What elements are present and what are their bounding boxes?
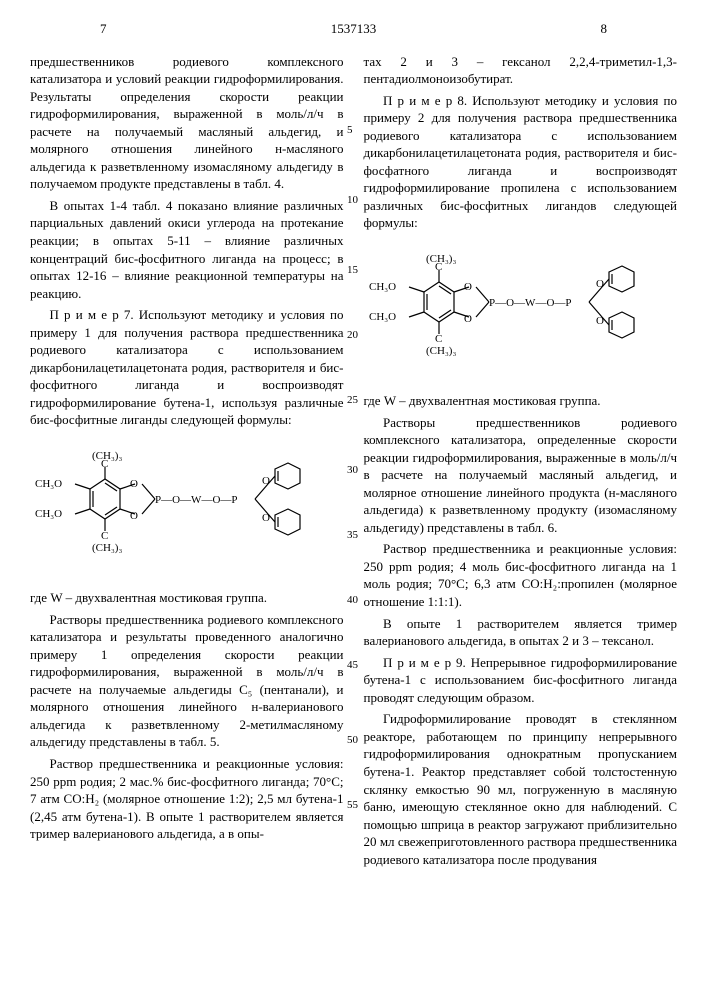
chemical-formula: (CH₃)₃ C CH₃O CH₃O C (CH₃)₃ O O P—O—W—O—…: [364, 242, 678, 382]
svg-text:C: C: [435, 261, 442, 273]
paragraph: тах 2 и 3 – гексанол 2,2,4-триметил-1,3-…: [364, 53, 678, 88]
page-num-right: 8: [601, 20, 608, 38]
line-number: 40: [347, 593, 358, 608]
paragraph: Гидроформилирование проводят в стеклянно…: [364, 710, 678, 868]
chemical-formula: (CH₃)₃ C CH₃O CH₃O C (CH₃)₃ O O P—O—W—O—…: [30, 439, 344, 579]
paragraph: предшественников родиевого комплексного …: [30, 53, 344, 193]
body-container: 5 10 15 20 25 30 35 40 45 50 55 предшест…: [30, 53, 677, 873]
svg-text:CH₃O: CH₃O: [369, 281, 396, 293]
svg-text:C: C: [435, 333, 442, 345]
paragraph: Раствор предшественника и реакционные ус…: [30, 755, 344, 843]
svg-text:(CH₃)₃: (CH₃)₃: [426, 345, 456, 357]
svg-text:O: O: [262, 512, 270, 524]
left-column: предшественников родиевого комплексного …: [30, 53, 344, 873]
line-number: 45: [347, 658, 358, 673]
svg-text:O: O: [464, 313, 472, 325]
line-number: 35: [347, 528, 358, 543]
formula-label: CH₃O: [35, 508, 62, 520]
paragraph: Раствор предшественника и реакционные ус…: [364, 540, 678, 610]
paragraph-example: П р и м е р 9. Непрерывное гидроформилир…: [364, 654, 678, 707]
svg-text:O: O: [464, 281, 472, 293]
right-column: тах 2 и 3 – гексанол 2,2,4-триметил-1,3-…: [364, 53, 678, 873]
svg-text:O: O: [262, 475, 270, 487]
line-number: 55: [347, 798, 358, 813]
line-number: 30: [347, 463, 358, 478]
formula-label: CH₃O: [35, 478, 62, 490]
formula-label: (CH₃)₃: [92, 542, 122, 554]
svg-text:O: O: [130, 478, 138, 490]
formula-caption: где W – двухвалентная мостиковая группа.: [30, 589, 344, 607]
paragraph: В опытах 1-4 табл. 4 показано влияние ра…: [30, 197, 344, 302]
paragraph-example: П р и м е р 8. Используют методику и усл…: [364, 92, 678, 232]
paragraph-example: П р и м е р 7. Используют методику и усл…: [30, 306, 344, 429]
svg-text:O: O: [130, 510, 138, 522]
formula-label: P—O—W—O—P: [155, 494, 238, 506]
svg-text:CH₃O: CH₃O: [369, 311, 396, 323]
doc-number: 1537133: [331, 21, 377, 36]
page-header: 7 1537133 8: [30, 20, 677, 38]
formula-label: C: [101, 458, 108, 470]
paragraph: Растворы предшественника родиевого компл…: [30, 611, 344, 751]
page-num-left: 7: [100, 20, 107, 38]
svg-text:P—O—W—O—P: P—O—W—O—P: [489, 297, 572, 309]
line-number: 25: [347, 393, 358, 408]
paragraph: В опыте 1 растворителем является тример …: [364, 615, 678, 650]
paragraph: Растворы предшественников родиевого комп…: [364, 414, 678, 537]
line-number: 50: [347, 733, 358, 748]
svg-text:O: O: [596, 278, 604, 290]
formula-caption: где W – двухвалентная мостиковая группа.: [364, 392, 678, 410]
line-number: 10: [347, 193, 358, 208]
svg-text:O: O: [596, 315, 604, 327]
formula-label: C: [101, 530, 108, 542]
line-number: 15: [347, 263, 358, 278]
line-number: 20: [347, 328, 358, 343]
line-number: 5: [347, 123, 353, 138]
